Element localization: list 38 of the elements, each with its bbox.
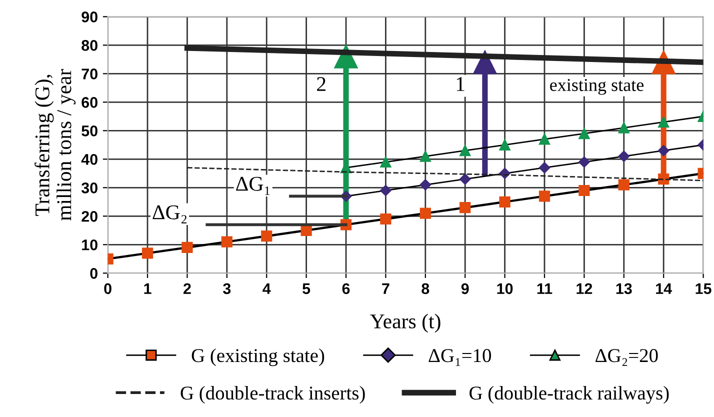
x-tick-label: 6 <box>342 283 350 294</box>
x-tick-label: 1 <box>144 283 152 294</box>
x-tick-label: 15 <box>696 283 712 294</box>
y-tick-label: 40 <box>81 154 98 165</box>
y-tick-label: 30 <box>81 182 98 194</box>
x-tick-label: 3 <box>223 283 231 294</box>
y-tick-label: 0 <box>90 268 98 279</box>
x-tick-label: 10 <box>497 283 513 294</box>
y-tick-label: 20 <box>82 211 98 222</box>
y-tick-label: 50 <box>82 126 98 136</box>
x-tick-label: 0 <box>104 283 112 294</box>
legend-label: ΔG₁=10 <box>428 349 492 366</box>
x-tick-label: 13 <box>616 283 632 294</box>
x-axis-title: Years (t) <box>370 314 440 333</box>
x-tick-label: 7 <box>382 283 390 294</box>
y-tick-label: 80 <box>82 40 98 51</box>
x-tick-label: 5 <box>302 283 310 294</box>
x-tick-label: 14 <box>656 283 672 294</box>
y-tick-label: 70 <box>82 68 98 80</box>
legend-label: G (existing state) <box>192 348 324 366</box>
legend-label: ΔG₂=20 <box>596 349 658 366</box>
annotation: ΔG₂ <box>152 205 186 224</box>
y-axis-title: Transferring (G), million tons / year <box>34 69 76 221</box>
x-tick-label: 11 <box>537 283 552 294</box>
x-tick-label: 8 <box>422 283 430 294</box>
annotation: 2 <box>317 77 326 91</box>
annotation: 1 <box>456 77 464 91</box>
annotation: ΔG₁ <box>236 176 270 195</box>
y-tick-label: 60 <box>82 97 98 108</box>
y-tick-label: 90 <box>82 12 98 22</box>
x-tick-label: 2 <box>183 283 191 294</box>
legend-label: G (double-track railways) <box>470 386 669 404</box>
y-tick-label: 10 <box>82 240 98 250</box>
legend-label: G (double-track inserts) <box>180 386 365 404</box>
annotation: existing state <box>550 78 644 95</box>
x-tick-label: 4 <box>262 283 271 294</box>
x-tick-label: 9 <box>461 283 469 294</box>
x-tick-label: 12 <box>576 283 592 294</box>
